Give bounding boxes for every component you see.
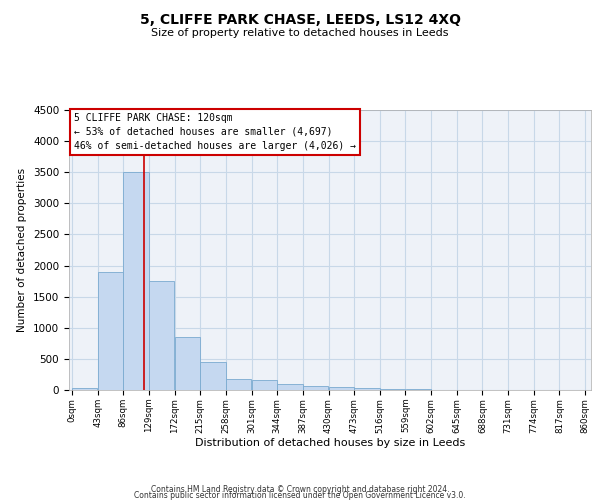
Bar [303, 386, 328, 390]
Text: Contains public sector information licensed under the Open Government Licence v3: Contains public sector information licen… [134, 490, 466, 500]
Text: Contains HM Land Registry data © Crown copyright and database right 2024.: Contains HM Land Registry data © Crown c… [151, 484, 449, 494]
Bar [226, 379, 251, 390]
Bar [98, 272, 123, 390]
Bar [149, 281, 175, 390]
Text: 5, CLIFFE PARK CHASE, LEEDS, LS12 4XQ: 5, CLIFFE PARK CHASE, LEEDS, LS12 4XQ [139, 12, 461, 26]
Bar [175, 337, 200, 390]
Text: 5 CLIFFE PARK CHASE: 120sqm
← 53% of detached houses are smaller (4,697)
46% of : 5 CLIFFE PARK CHASE: 120sqm ← 53% of det… [74, 113, 356, 151]
Bar [329, 386, 354, 390]
Bar [252, 380, 277, 390]
Text: Size of property relative to detached houses in Leeds: Size of property relative to detached ho… [151, 28, 449, 38]
Bar [380, 389, 406, 390]
Bar [355, 388, 380, 390]
Bar [124, 172, 149, 390]
Bar [277, 384, 303, 390]
Y-axis label: Number of detached properties: Number of detached properties [17, 168, 28, 332]
Bar [200, 362, 226, 390]
Bar [72, 388, 97, 390]
X-axis label: Distribution of detached houses by size in Leeds: Distribution of detached houses by size … [195, 438, 465, 448]
